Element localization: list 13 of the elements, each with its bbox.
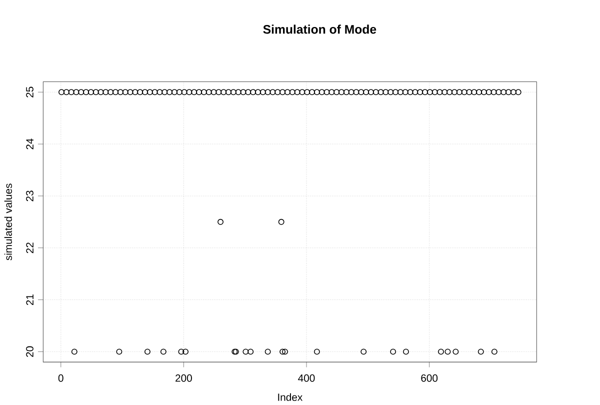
x-tick-label: 0: [58, 374, 64, 382]
y-tick-label: 25: [26, 86, 34, 98]
y-tick-label: 20: [26, 346, 34, 357]
x-tick-label: 200: [176, 374, 192, 382]
y-tick-label: 22: [26, 242, 34, 253]
x-axis-title: Index: [278, 393, 303, 401]
y-tick-label: 24: [26, 138, 34, 150]
y-tick-label: 23: [26, 190, 34, 202]
y-tick-label: 21: [26, 294, 34, 305]
y-axis-title: simulated values: [4, 184, 12, 260]
x-tick-label: 600: [421, 374, 438, 382]
chart-title: Simulation of Mode: [263, 24, 376, 34]
x-tick-label: 400: [298, 374, 315, 382]
